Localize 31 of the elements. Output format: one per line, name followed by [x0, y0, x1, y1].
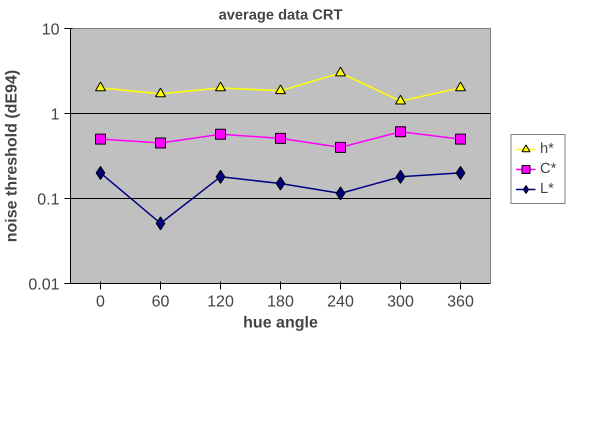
point: [155, 88, 166, 98]
legend-label: h*: [540, 140, 555, 156]
x-tick-label: 180: [267, 294, 294, 310]
y-tick-label: 0.1: [37, 192, 60, 208]
chart-title: average data CRT: [218, 8, 342, 24]
x-axis-title: hue angle: [243, 314, 318, 332]
point: [395, 94, 406, 104]
point: [215, 128, 226, 140]
x-tick-label: 0: [96, 294, 106, 310]
point: [455, 134, 466, 145]
point: [335, 66, 346, 76]
x-tick-label: 60: [152, 294, 170, 310]
point: [155, 137, 166, 148]
y-axis-title: noise threshold (dE94): [3, 70, 20, 242]
point: [95, 82, 106, 92]
x-tick-label: 360: [447, 294, 474, 310]
y-tick-label: 10: [42, 22, 60, 38]
x-tick-label: 240: [327, 294, 354, 310]
x-tick-label: 120: [207, 294, 234, 310]
point: [455, 82, 466, 92]
point: [395, 126, 406, 138]
legend-label: L*: [540, 180, 555, 196]
point: [335, 142, 346, 153]
y-tick-label: 0.01: [28, 276, 60, 294]
x-tick-label: 300: [387, 294, 414, 310]
point: [95, 134, 106, 145]
point: [275, 132, 286, 144]
point: [275, 84, 286, 94]
y-tick-label: 1: [50, 106, 60, 124]
legend-label: C*: [540, 160, 558, 176]
point: [215, 82, 226, 92]
